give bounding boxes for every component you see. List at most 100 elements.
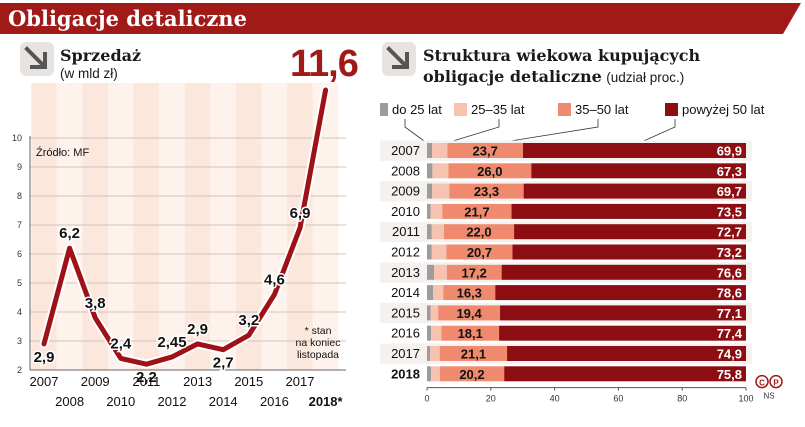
x-tick-label: 2014 [209, 394, 238, 409]
copyright-glyph: C [759, 379, 765, 388]
value-label: 2,9 [187, 321, 208, 338]
bar-segment [427, 244, 432, 260]
y-tick-label: 8 [17, 191, 22, 201]
column-band [108, 83, 134, 370]
producer-glyph: P [773, 379, 779, 388]
bar-segment [446, 244, 513, 260]
bar-segment [431, 366, 440, 382]
row-year-label: 2012 [391, 245, 420, 260]
value-label-50-plus: 69,9 [717, 144, 742, 159]
row-year-label: 2010 [391, 204, 420, 219]
y-tick-label: 6 [17, 249, 22, 259]
bar-segment [427, 366, 432, 382]
x-tick-label: 0 [424, 394, 429, 404]
bar-segment [434, 264, 447, 280]
value-label-35-50: 21,7 [464, 204, 489, 219]
bar-segment [441, 325, 500, 341]
bar-segment [430, 346, 440, 361]
value-label-35-50: 23,7 [473, 144, 498, 159]
bar-segment [447, 143, 524, 158]
legend-swatch [454, 103, 467, 116]
sales-chart-subtitle: (w mld zł) [60, 66, 118, 81]
copyright-icon [755, 374, 769, 389]
bar-segment [531, 163, 746, 179]
bar-segment [427, 346, 431, 361]
bar-segment [443, 285, 496, 301]
value-label: 2,45 [157, 334, 186, 351]
value-label-35-50: 21,1 [461, 347, 486, 362]
bar-segment [442, 203, 512, 219]
x-tick-label: 2017 [286, 374, 315, 389]
value-label-35-50: 16,3 [457, 286, 482, 301]
source-note: Źródło: MF [36, 146, 89, 159]
age-chart-title-line2: obligacje detaliczne (udział proc.) [423, 67, 684, 87]
bar-segment [449, 183, 524, 199]
x-tick-label: 2009 [81, 374, 110, 389]
bar-segment [430, 203, 443, 219]
footer-mark: NS [763, 392, 774, 401]
bar-segment [427, 163, 433, 179]
x-tick-label: 40 [550, 394, 560, 404]
footnote-line: * stan [305, 325, 332, 337]
value-label-50-plus: 73,5 [717, 204, 742, 219]
x-tick-label: 2007 [30, 374, 59, 389]
row-year-label: 2013 [391, 265, 420, 280]
value-label-50-plus: 77,4 [717, 326, 743, 341]
bar-segment [523, 183, 746, 199]
legend-label: 35–50 lat [575, 102, 629, 117]
x-tick-label: 2018* [309, 394, 344, 409]
bar-segment [446, 264, 502, 280]
value-label-35-50: 17,2 [462, 265, 487, 280]
bar-segment [430, 305, 439, 321]
bar-segment [427, 264, 435, 280]
arrow-down-right-icon-2 [382, 42, 416, 76]
value-label: 3,2 [238, 312, 259, 329]
value-label-50-plus: 77,1 [717, 306, 742, 321]
value-label: 6,2 [59, 225, 80, 242]
value-label-50-plus: 69,7 [717, 184, 742, 199]
bar-segment [495, 285, 746, 301]
row-year-label: 2007 [391, 143, 420, 158]
y-tick-label: 3 [17, 336, 22, 346]
bar-segment [499, 325, 746, 341]
value-label-50-plus: 76,6 [717, 265, 742, 280]
bar-segment [433, 285, 444, 301]
bar-segment [500, 305, 746, 321]
value-label: 2,9 [34, 349, 55, 366]
bar-segment [427, 325, 432, 341]
sales-line [41, 87, 329, 367]
y-tick-label: 9 [17, 162, 22, 172]
x-tick-label: 2010 [106, 394, 135, 409]
value-label: 4,6 [264, 272, 285, 289]
row-year-label: 2016 [391, 326, 420, 341]
bar-segment [511, 203, 746, 219]
value-label-50-plus: 75,8 [717, 367, 742, 382]
value-label-50-plus: 67,3 [717, 164, 742, 179]
age-stacked-bar-chart: do 25 lat 25–35 lat 35–50 lat powyżej 50 la… [380, 102, 783, 404]
y-tick-label: 7 [17, 220, 22, 230]
bar-segment [501, 264, 746, 280]
x-tick-label: 2012 [158, 394, 187, 409]
legend-leader [439, 119, 500, 146]
value-label: 2,2 [136, 369, 157, 386]
bar-segment [507, 346, 746, 361]
x-tick-label: 20 [486, 394, 496, 404]
value-label-35-50: 23,3 [474, 184, 499, 199]
bar-segment [431, 325, 442, 341]
bar-segment [504, 366, 746, 382]
x-tick-label: 100 [738, 394, 753, 404]
y-tick-label: 2 [17, 365, 22, 375]
legend-leader [634, 119, 676, 146]
row-year-label: 2018 [391, 366, 420, 381]
bar-segment [427, 285, 434, 301]
column-band [184, 83, 211, 370]
bar-segment [512, 244, 746, 260]
column-band [56, 83, 83, 370]
bar-segment [514, 224, 746, 240]
bar-segment [432, 143, 448, 158]
age-chart-subtitle: (udział proc.) [606, 70, 685, 85]
legend-leader [404, 119, 430, 146]
bar-segment [427, 183, 433, 199]
value-label-50-plus: 72,7 [717, 225, 742, 240]
